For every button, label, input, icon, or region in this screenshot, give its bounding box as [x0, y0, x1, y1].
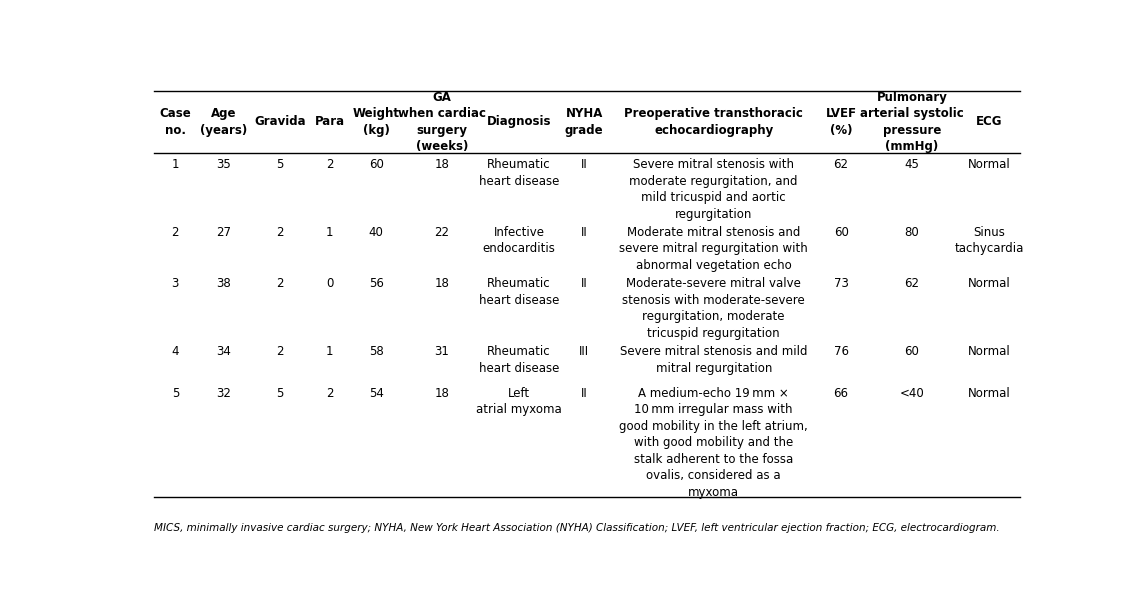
Text: Normal: Normal: [968, 278, 1010, 290]
Text: 18: 18: [434, 278, 449, 290]
Text: Left
atrial myxoma: Left atrial myxoma: [476, 387, 562, 416]
Text: Case
no.: Case no.: [159, 107, 191, 137]
Text: 2: 2: [325, 387, 333, 400]
Text: Severe mitral stenosis and mild
mitral regurgitation: Severe mitral stenosis and mild mitral r…: [619, 345, 807, 375]
Text: Normal: Normal: [968, 158, 1010, 171]
Text: 66: 66: [834, 387, 848, 400]
Text: A medium-echo 19 mm ×
10 mm irregular mass with
good mobility in the left atrium: A medium-echo 19 mm × 10 mm irregular ma…: [619, 387, 808, 499]
Text: 2: 2: [276, 345, 284, 358]
Text: 2: 2: [172, 226, 179, 239]
Text: 4: 4: [172, 345, 179, 358]
Text: 31: 31: [434, 345, 449, 358]
Text: 2: 2: [276, 226, 284, 239]
Text: 1: 1: [172, 158, 179, 171]
Text: 38: 38: [216, 278, 231, 290]
Text: <40: <40: [900, 387, 924, 400]
Text: 76: 76: [834, 345, 848, 358]
Text: Normal: Normal: [968, 387, 1010, 400]
Text: ECG: ECG: [976, 116, 1002, 128]
Text: 40: 40: [369, 226, 384, 239]
Text: NYHA
grade: NYHA grade: [564, 107, 603, 137]
Text: 45: 45: [905, 158, 919, 171]
Text: MICS, minimally invasive cardiac surgery; NYHA, New York Heart Association (NYHA: MICS, minimally invasive cardiac surgery…: [153, 522, 1000, 533]
Text: 80: 80: [905, 226, 919, 239]
Text: 73: 73: [834, 278, 848, 290]
Text: 5: 5: [276, 158, 284, 171]
Text: 1: 1: [325, 345, 333, 358]
Text: Pulmonary
arterial systolic
pressure
(mmHg): Pulmonary arterial systolic pressure (mm…: [860, 91, 964, 153]
Text: 62: 62: [905, 278, 919, 290]
Text: II: II: [581, 387, 587, 400]
Text: 18: 18: [434, 158, 449, 171]
Text: Infective
endocarditis: Infective endocarditis: [482, 226, 555, 255]
Text: 18: 18: [434, 387, 449, 400]
Text: 1: 1: [325, 226, 333, 239]
Text: Moderate mitral stenosis and
severe mitral regurgitation with
abnormal vegetatio: Moderate mitral stenosis and severe mitr…: [619, 226, 808, 272]
Text: 3: 3: [172, 278, 179, 290]
Text: Severe mitral stenosis with
moderate regurgitation, and
mild tricuspid and aorti: Severe mitral stenosis with moderate reg…: [630, 158, 798, 221]
Text: 56: 56: [369, 278, 384, 290]
Text: 35: 35: [216, 158, 231, 171]
Text: Preoperative transthoracic
echocardiography: Preoperative transthoracic echocardiogra…: [624, 107, 803, 137]
Text: Moderate-severe mitral valve
stenosis with moderate-severe
regurgitation, modera: Moderate-severe mitral valve stenosis wi…: [623, 278, 805, 340]
Text: 60: 60: [905, 345, 919, 358]
Text: 5: 5: [172, 387, 179, 400]
Text: 32: 32: [216, 387, 231, 400]
Text: Rheumatic
heart disease: Rheumatic heart disease: [479, 345, 559, 375]
Text: 5: 5: [276, 387, 284, 400]
Text: 60: 60: [834, 226, 848, 239]
Text: 34: 34: [216, 345, 231, 358]
Text: 0: 0: [326, 278, 333, 290]
Text: II: II: [581, 278, 587, 290]
Text: 62: 62: [834, 158, 848, 171]
Text: Rheumatic
heart disease: Rheumatic heart disease: [479, 278, 559, 307]
Text: 27: 27: [216, 226, 231, 239]
Text: 58: 58: [369, 345, 384, 358]
Text: Diagnosis: Diagnosis: [487, 116, 551, 128]
Text: LVEF
(%): LVEF (%): [826, 107, 856, 137]
Text: II: II: [581, 158, 587, 171]
Text: 60: 60: [369, 158, 384, 171]
Text: III: III: [579, 345, 590, 358]
Text: Rheumatic
heart disease: Rheumatic heart disease: [479, 158, 559, 188]
Text: Age
(years): Age (years): [200, 107, 247, 137]
Text: II: II: [581, 226, 587, 239]
Text: GA
when cardiac
surgery
(weeks): GA when cardiac surgery (weeks): [398, 91, 485, 153]
Text: Normal: Normal: [968, 345, 1010, 358]
Text: Gravida: Gravida: [254, 116, 306, 128]
Text: 2: 2: [276, 278, 284, 290]
Text: 54: 54: [369, 387, 384, 400]
Text: Para: Para: [315, 116, 345, 128]
Text: Weight
(kg): Weight (kg): [353, 107, 400, 137]
Text: Sinus
tachycardia: Sinus tachycardia: [954, 226, 1024, 255]
Text: 2: 2: [325, 158, 333, 171]
Text: 22: 22: [434, 226, 450, 239]
